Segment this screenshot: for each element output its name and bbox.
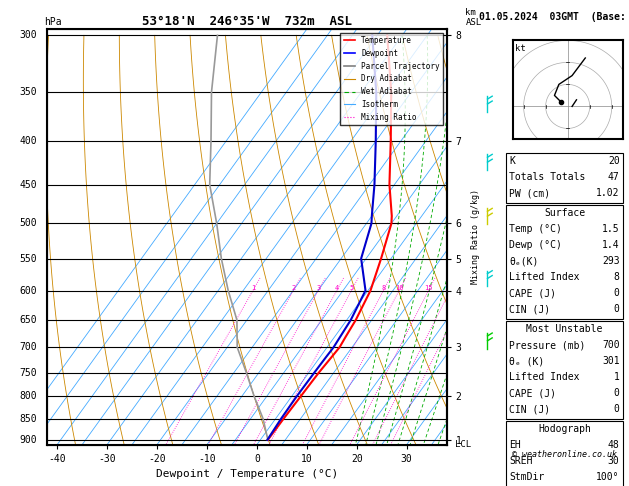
Text: Hodograph: Hodograph xyxy=(538,424,591,434)
Text: 550: 550 xyxy=(19,254,37,263)
Text: StmDir: StmDir xyxy=(509,472,545,483)
Text: 8: 8 xyxy=(381,284,386,291)
Text: 850: 850 xyxy=(19,414,37,424)
Text: 800: 800 xyxy=(19,391,37,401)
Text: 500: 500 xyxy=(19,218,37,228)
Text: Surface: Surface xyxy=(544,208,585,218)
Text: 1.02: 1.02 xyxy=(596,188,620,198)
Text: 48: 48 xyxy=(608,440,620,451)
Text: SREH: SREH xyxy=(509,456,533,467)
Text: 450: 450 xyxy=(19,180,37,190)
Text: 1.5: 1.5 xyxy=(602,224,620,234)
Text: kt: kt xyxy=(515,44,526,53)
Text: CIN (J): CIN (J) xyxy=(509,304,550,314)
Text: 700: 700 xyxy=(602,340,620,350)
Text: 900: 900 xyxy=(19,435,37,445)
Text: CAPE (J): CAPE (J) xyxy=(509,388,557,399)
Text: CIN (J): CIN (J) xyxy=(509,404,550,415)
Text: 0: 0 xyxy=(614,404,620,415)
Text: 3: 3 xyxy=(316,284,320,291)
Text: 750: 750 xyxy=(19,368,37,378)
Text: 01.05.2024  03GMT  (Base: 06): 01.05.2024 03GMT (Base: 06) xyxy=(479,12,629,22)
Text: hPa: hPa xyxy=(44,17,62,27)
Text: © weatheronline.co.uk: © weatheronline.co.uk xyxy=(512,450,617,459)
Text: LCL: LCL xyxy=(455,440,470,449)
Text: 1.4: 1.4 xyxy=(602,240,620,250)
Text: 0: 0 xyxy=(614,288,620,298)
Text: 0: 0 xyxy=(614,304,620,314)
Text: θₑ(K): θₑ(K) xyxy=(509,256,539,266)
Text: 1: 1 xyxy=(251,284,255,291)
Text: 650: 650 xyxy=(19,315,37,325)
Text: 2: 2 xyxy=(291,284,296,291)
Text: PW (cm): PW (cm) xyxy=(509,188,550,198)
Text: Lifted Index: Lifted Index xyxy=(509,272,580,282)
Text: Mixing Ratio (g/kg): Mixing Ratio (g/kg) xyxy=(470,190,479,284)
Legend: Temperature, Dewpoint, Parcel Trajectory, Dry Adiabat, Wet Adiabat, Isotherm, Mi: Temperature, Dewpoint, Parcel Trajectory… xyxy=(340,33,443,125)
Text: 0: 0 xyxy=(614,388,620,399)
Text: 30: 30 xyxy=(608,456,620,467)
Text: CAPE (J): CAPE (J) xyxy=(509,288,557,298)
Text: 20: 20 xyxy=(608,156,620,166)
X-axis label: Dewpoint / Temperature (°C): Dewpoint / Temperature (°C) xyxy=(156,469,338,479)
Text: 301: 301 xyxy=(602,356,620,366)
Text: Dewp (°C): Dewp (°C) xyxy=(509,240,562,250)
Text: 4: 4 xyxy=(335,284,339,291)
Text: 700: 700 xyxy=(19,342,37,352)
Text: EH: EH xyxy=(509,440,521,451)
Text: Temp (°C): Temp (°C) xyxy=(509,224,562,234)
Text: 15: 15 xyxy=(425,284,433,291)
Title: 53°18'N  246°35'W  732m  ASL: 53°18'N 246°35'W 732m ASL xyxy=(142,15,352,28)
Text: Pressure (mb): Pressure (mb) xyxy=(509,340,586,350)
Text: 5: 5 xyxy=(349,284,353,291)
Text: 400: 400 xyxy=(19,136,37,146)
Text: 293: 293 xyxy=(602,256,620,266)
Text: K: K xyxy=(509,156,515,166)
Text: Most Unstable: Most Unstable xyxy=(526,324,603,334)
Text: 100°: 100° xyxy=(596,472,620,483)
Text: 1: 1 xyxy=(614,372,620,382)
Text: 8: 8 xyxy=(614,272,620,282)
Text: θₑ (K): θₑ (K) xyxy=(509,356,545,366)
Text: 47: 47 xyxy=(608,172,620,182)
Text: 300: 300 xyxy=(19,30,37,40)
Text: Lifted Index: Lifted Index xyxy=(509,372,580,382)
Text: 10: 10 xyxy=(395,284,403,291)
Text: Totals Totals: Totals Totals xyxy=(509,172,586,182)
Text: km
ASL: km ASL xyxy=(465,8,482,27)
Text: 600: 600 xyxy=(19,286,37,295)
Text: 350: 350 xyxy=(19,87,37,97)
